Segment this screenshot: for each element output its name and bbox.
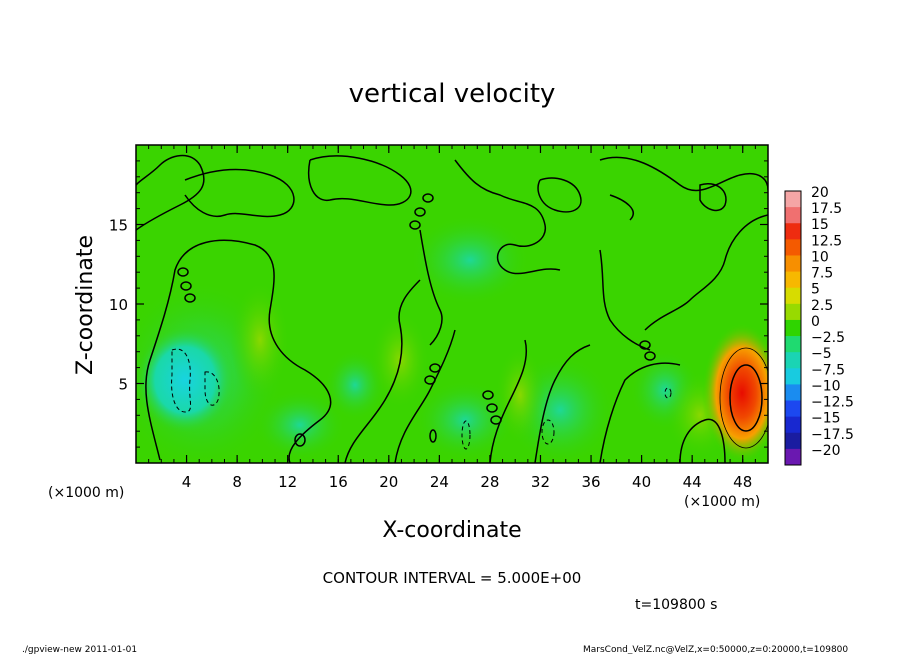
colorbar: 2017.51512.5107.552.50−2.5−5−7.5−10−12.5… (784, 185, 854, 466)
colorbar-label: 12.5 (811, 233, 842, 249)
colorbar-label: 2.5 (811, 298, 833, 314)
x-tick-label: 20 (379, 473, 398, 491)
colorbar-frame (784, 190, 802, 466)
colorbar-swatch (785, 223, 801, 240)
colorbar-label: −7.5 (811, 362, 845, 378)
footer-left: ./gpview-new 2011-01-01 (22, 645, 137, 654)
colorbar-swatch (785, 207, 801, 224)
colorbar-swatch (785, 448, 801, 466)
x-axis-label: X-coordinate (382, 518, 521, 543)
colorbar-label: 10 (811, 249, 829, 265)
x-tick-label: 44 (683, 473, 702, 491)
x-tick-label: 16 (329, 473, 348, 491)
colorbar-label: 15 (811, 217, 829, 233)
colorbar-label: 17.5 (811, 201, 842, 217)
y-axis-ticks: 5 10 15 (109, 160, 768, 448)
x-tick-label: 8 (232, 473, 242, 491)
y-axis-label: Z-coordinate (73, 235, 98, 375)
colorbar-swatch (785, 432, 801, 450)
negative-contours (171, 348, 672, 450)
chart-title: vertical velocity (349, 79, 556, 109)
y-tick-label: 5 (118, 376, 128, 394)
colorbar-swatch (785, 319, 801, 337)
colorbar-swatch (785, 384, 801, 402)
colorbar-label: 0 (811, 314, 820, 330)
x-tick-label: 40 (632, 473, 651, 491)
x-tick-label: 48 (733, 473, 752, 491)
x-units-left: (×1000 m) (48, 485, 124, 501)
x-axis-ticks: 4 8 12 16 20 24 28 32 36 40 44 48 (148, 145, 756, 491)
x-tick-label: 28 (480, 473, 499, 491)
colorbar-label: 7.5 (811, 266, 833, 282)
x-tick-label: 4 (182, 473, 192, 491)
colorbar-label: −15 (811, 411, 841, 427)
y-tick-label: 10 (109, 296, 128, 314)
time-note: t=109800 s (635, 597, 717, 613)
x-tick-label: 24 (430, 473, 449, 491)
colorbar-swatch (785, 191, 801, 208)
plot-area (136, 145, 768, 463)
colorbar-swatch (785, 239, 801, 256)
colorbar-label: −20 (811, 443, 841, 459)
colorbar-label: −2.5 (811, 330, 845, 346)
x-units-right: (×1000 m) (684, 494, 760, 510)
colorbar-label: −12.5 (811, 395, 854, 411)
x-tick-label: 36 (581, 473, 600, 491)
colorbar-label: 5 (811, 282, 820, 298)
colorbar-swatch (785, 336, 801, 353)
colorbar-swatch (785, 416, 801, 434)
colorbar-label: −17.5 (811, 427, 854, 443)
colorbar-swatch (785, 255, 801, 273)
colorbar-swatch (785, 271, 801, 289)
colorbar-label: −5 (811, 346, 832, 362)
colorbar-label: 20 (811, 185, 829, 201)
colorbar-swatch (785, 352, 801, 369)
colorbar-swatch (785, 368, 801, 385)
colorbar-swatch (785, 303, 801, 321)
x-tick-label: 12 (278, 473, 297, 491)
x-tick-label: 32 (531, 473, 550, 491)
contour-lines (136, 154, 768, 463)
colorbar-swatch (785, 400, 801, 418)
footer-right: MarsCond_VelZ.nc@VelZ,x=0:50000,z=0:2000… (583, 645, 848, 654)
contour-interval-note: CONTOUR INTERVAL = 5.000E+00 (323, 569, 582, 587)
y-tick-label: 15 (109, 217, 128, 235)
colorbar-label: −10 (811, 378, 841, 394)
colorbar-swatch (785, 287, 801, 305)
